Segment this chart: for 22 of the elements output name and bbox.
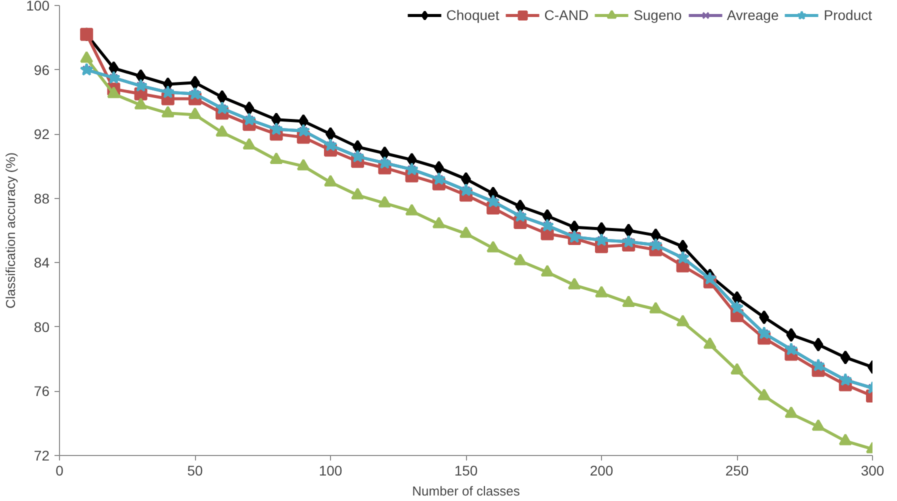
y-axis-title: Classification accuracy (%) <box>3 152 18 309</box>
x-tick-label: 300 <box>860 462 884 478</box>
y-tick-label: 72 <box>34 448 50 464</box>
y-tick-label: 100 <box>26 0 50 14</box>
x-tick-label: 100 <box>318 462 342 478</box>
y-tick-label: 96 <box>34 62 50 78</box>
x-tick-label: 150 <box>454 462 478 478</box>
y-tick-label: 92 <box>34 126 50 142</box>
y-tick-label: 80 <box>34 318 50 335</box>
legend-label: C-AND <box>544 7 589 23</box>
x-tick-label: 50 <box>187 462 203 478</box>
y-tick-label: 76 <box>34 383 50 400</box>
x-tick-label: 250 <box>725 462 749 478</box>
legend-label: Choquet <box>446 7 500 23</box>
legend-label: Avreage <box>726 7 779 23</box>
x-tick-label: 200 <box>590 462 614 478</box>
x-axis-title: Number of classes <box>412 484 520 498</box>
y-tick-label: 88 <box>34 190 50 206</box>
legend-label: Sugeno <box>634 7 682 23</box>
legend-label: Product <box>824 7 872 23</box>
x-tick-label: 0 <box>56 462 64 478</box>
y-tick-label: 84 <box>34 254 50 271</box>
